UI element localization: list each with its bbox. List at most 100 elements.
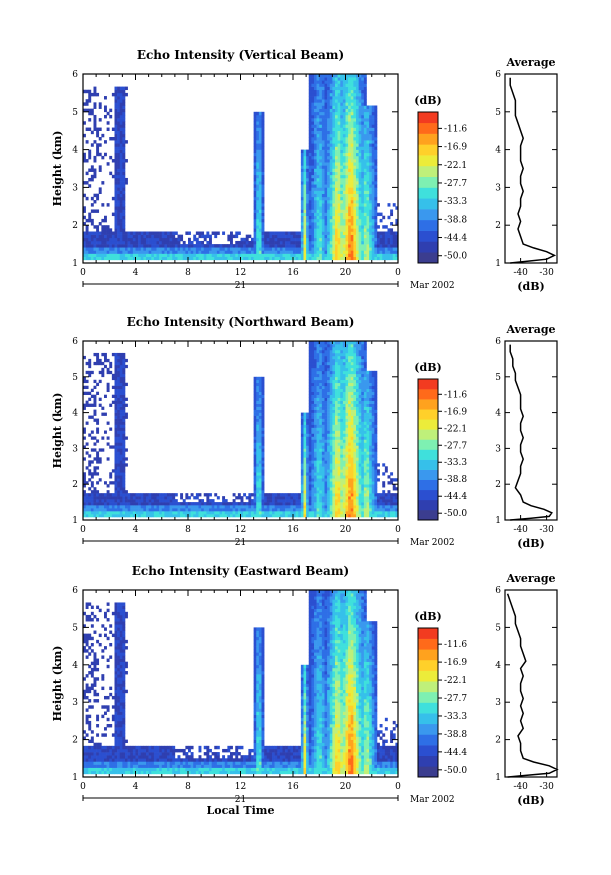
heatmap-cell bbox=[361, 200, 365, 204]
heatmap-cell bbox=[327, 184, 331, 188]
heatmap-cell bbox=[119, 215, 123, 220]
heatmap-cell bbox=[245, 256, 249, 261]
heatmap-cell bbox=[345, 253, 349, 257]
heatmap-cell bbox=[371, 190, 375, 194]
heatmap-cell bbox=[308, 430, 312, 434]
heatmap-cell bbox=[358, 193, 362, 198]
heatmap-cell bbox=[303, 149, 307, 154]
heatmap-cell bbox=[345, 234, 349, 239]
heatmap-cell bbox=[345, 247, 349, 251]
heatmap-cell bbox=[321, 231, 325, 235]
heatmap-cell bbox=[321, 370, 325, 375]
heatmap-cell bbox=[327, 379, 331, 384]
heatmap-cell bbox=[93, 493, 97, 497]
heatmap-cell bbox=[96, 352, 100, 357]
heatmap-cell bbox=[153, 508, 157, 512]
heatmap-cell bbox=[119, 382, 123, 387]
heatmap-cell bbox=[345, 181, 349, 185]
heatmap-cell bbox=[324, 137, 328, 141]
heatmap-cell bbox=[319, 514, 323, 518]
heatmap-cell bbox=[256, 400, 260, 404]
heatmap-cell bbox=[300, 162, 304, 166]
heatmap-cell bbox=[256, 445, 260, 449]
heatmap-cell bbox=[143, 256, 147, 261]
heatmap-cell bbox=[316, 152, 320, 157]
heatmap-cell bbox=[253, 427, 257, 431]
heatmap-cell bbox=[316, 222, 320, 226]
heatmap-cell bbox=[300, 247, 304, 251]
heatmap-cell bbox=[314, 193, 317, 198]
heatmap-cell bbox=[119, 234, 123, 239]
heatmap-cell bbox=[308, 439, 312, 443]
heatmap-cell bbox=[371, 228, 375, 232]
heatmap-cell bbox=[303, 174, 307, 179]
heatmap-cell bbox=[272, 505, 275, 509]
heatmap-cell bbox=[366, 231, 370, 235]
chart-title: Echo Intensity (Northward Beam) bbox=[127, 315, 355, 329]
heatmap-cell bbox=[327, 394, 331, 398]
heatmap-cell bbox=[332, 454, 336, 458]
heatmap-cell bbox=[345, 143, 349, 147]
heatmap-cell bbox=[211, 253, 215, 257]
heatmap-cell bbox=[384, 250, 388, 254]
heatmap-cell bbox=[316, 370, 320, 375]
heatmap-cell bbox=[337, 343, 341, 348]
heatmap-cell bbox=[358, 190, 362, 194]
heatmap-cell bbox=[337, 442, 341, 446]
heatmap-cell bbox=[132, 237, 136, 242]
heatmap-cell bbox=[119, 181, 123, 185]
heatmap-cell bbox=[335, 358, 338, 363]
heatmap-cell bbox=[327, 174, 331, 179]
heatmap-cell bbox=[253, 209, 257, 213]
heatmap-cell bbox=[321, 424, 325, 428]
heatmap-cell bbox=[119, 137, 123, 141]
heatmap-cell bbox=[327, 92, 331, 97]
heatmap-cell bbox=[382, 250, 386, 254]
heatmap-cell bbox=[369, 140, 373, 144]
heatmap-cell bbox=[169, 231, 173, 235]
heatmap-cell bbox=[261, 215, 265, 220]
heatmap-cell bbox=[321, 89, 325, 94]
heatmap-cell bbox=[117, 412, 121, 416]
heatmap-cell bbox=[109, 250, 113, 254]
heatmap-cell bbox=[130, 514, 134, 518]
heatmap-cell bbox=[361, 83, 365, 87]
heatmap-cell bbox=[114, 382, 118, 387]
heatmap-cell bbox=[319, 343, 323, 348]
heatmap-cell bbox=[93, 514, 97, 518]
heatmap-cell bbox=[164, 244, 168, 248]
heatmap-cell bbox=[251, 493, 254, 497]
heatmap-cell bbox=[300, 177, 304, 182]
heatmap-cell bbox=[101, 361, 105, 366]
heatmap-cell bbox=[316, 382, 320, 387]
heatmap-cell bbox=[88, 155, 92, 160]
heatmap-cell bbox=[98, 222, 102, 226]
heatmap-cell bbox=[350, 247, 354, 251]
heatmap-cell bbox=[319, 436, 323, 440]
heatmap-cell bbox=[329, 397, 333, 401]
heatmap-cell bbox=[125, 234, 128, 239]
heatmap-cell bbox=[279, 505, 283, 509]
heatmap-cell bbox=[138, 508, 142, 512]
heatmap-cell bbox=[274, 505, 278, 509]
heatmap-cell bbox=[356, 99, 359, 103]
heatmap-cell bbox=[253, 406, 257, 410]
heatmap-cell bbox=[90, 475, 94, 479]
heatmap-cell bbox=[382, 215, 386, 220]
heatmap-cell bbox=[371, 143, 375, 147]
heatmap-cell bbox=[253, 397, 257, 401]
heatmap-cell bbox=[258, 140, 262, 144]
heatmap-cell bbox=[104, 358, 107, 363]
heatmap-cell bbox=[90, 92, 94, 97]
heatmap-cell bbox=[96, 418, 100, 422]
heatmap-cell bbox=[153, 244, 157, 248]
heatmap-cell bbox=[303, 463, 307, 467]
heatmap-cell bbox=[253, 400, 257, 404]
heatmap-cell bbox=[316, 445, 320, 449]
heatmap-cell bbox=[85, 225, 89, 229]
heatmap-cell bbox=[119, 174, 123, 179]
heatmap-cell bbox=[114, 247, 118, 251]
heatmap-cell bbox=[227, 256, 231, 261]
heatmap-cell bbox=[240, 502, 244, 506]
